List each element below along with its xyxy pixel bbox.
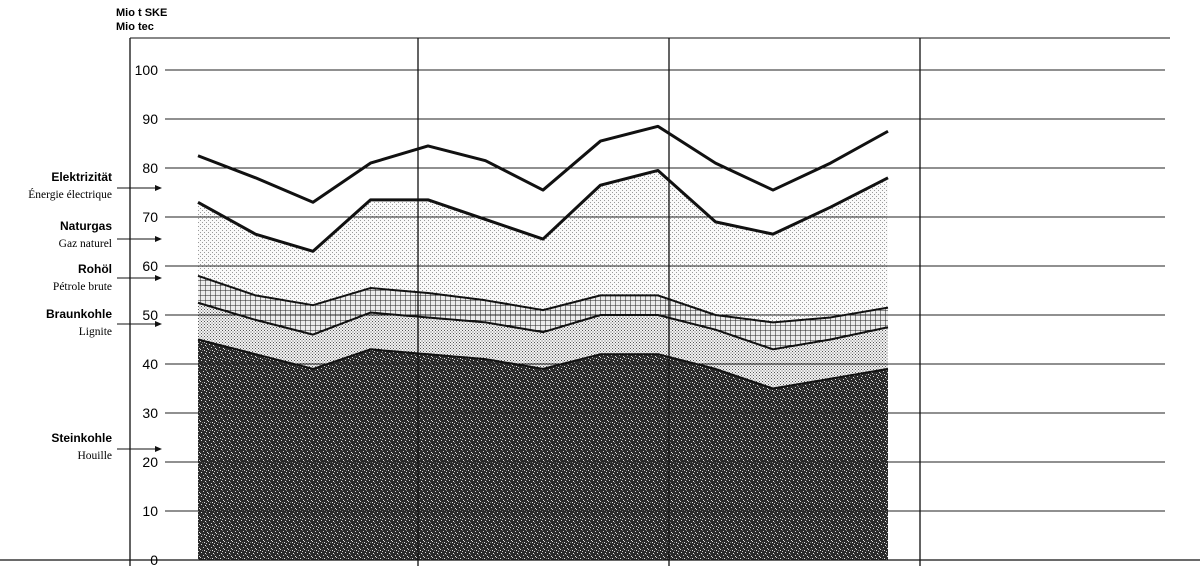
legend-label-de: Braunkohle — [46, 307, 112, 321]
grid-layer — [165, 69, 1165, 561]
legend: Elektrizität Énergie électrique Naturgas Ga… — [28, 170, 162, 462]
series-line-steinkohle — [197, 338, 889, 390]
legend-label-fr: Lignite — [79, 326, 112, 338]
arrow-head-icon — [155, 446, 162, 452]
y-tick-label: 100 — [135, 62, 159, 78]
y-tick-label: 10 — [142, 503, 158, 519]
y-tick-label: 80 — [142, 160, 158, 176]
area-layer — [198, 126, 888, 560]
legend-label-de: Steinkohle — [51, 431, 112, 445]
arrow-head-icon — [155, 275, 162, 281]
y-axis-title-de: Mio t SKE — [116, 7, 167, 19]
area-band-naturgas — [198, 170, 888, 323]
y-axis-title-fr: Mio tec — [116, 21, 154, 33]
legend-label-fr: Houille — [78, 450, 113, 462]
series-line-elektrizität — [197, 124, 889, 204]
y-tick-label: 60 — [142, 258, 158, 274]
y-tick-label: 70 — [142, 209, 158, 225]
arrow-head-icon — [155, 185, 162, 191]
series-line-naturgas — [197, 168, 889, 253]
y-tick-label: 50 — [142, 307, 158, 323]
legend-label-fr: Énergie électrique — [28, 187, 112, 201]
y-tick-label: 0 — [150, 552, 158, 566]
legend-label-fr: Gaz naturel — [59, 238, 112, 250]
legend-label-de: Naturgas — [60, 219, 112, 233]
y-tick-label: 30 — [142, 405, 158, 421]
arrow-head-icon — [155, 236, 162, 242]
area-band-steinkohle — [198, 339, 888, 560]
arrow-head-icon — [155, 321, 162, 327]
legend-label-fr: Pétrole brute — [53, 281, 112, 293]
y-tick-label: 90 — [142, 111, 158, 127]
area-band-rohöl — [198, 275, 888, 350]
area-band-braunkohle — [198, 302, 888, 389]
y-tick-labels: 0 10 20 30 40 50 60 70 80 90 100 — [135, 62, 159, 566]
y-tick-label: 20 — [142, 454, 158, 470]
series-line-braunkohle — [197, 301, 889, 351]
series-lines — [197, 124, 889, 390]
legend-label-de: Elektrizität — [51, 170, 112, 184]
y-tick-label: 40 — [142, 356, 158, 372]
series-line-rohöl — [197, 274, 889, 324]
legend-label-de: Rohöl — [78, 262, 112, 276]
